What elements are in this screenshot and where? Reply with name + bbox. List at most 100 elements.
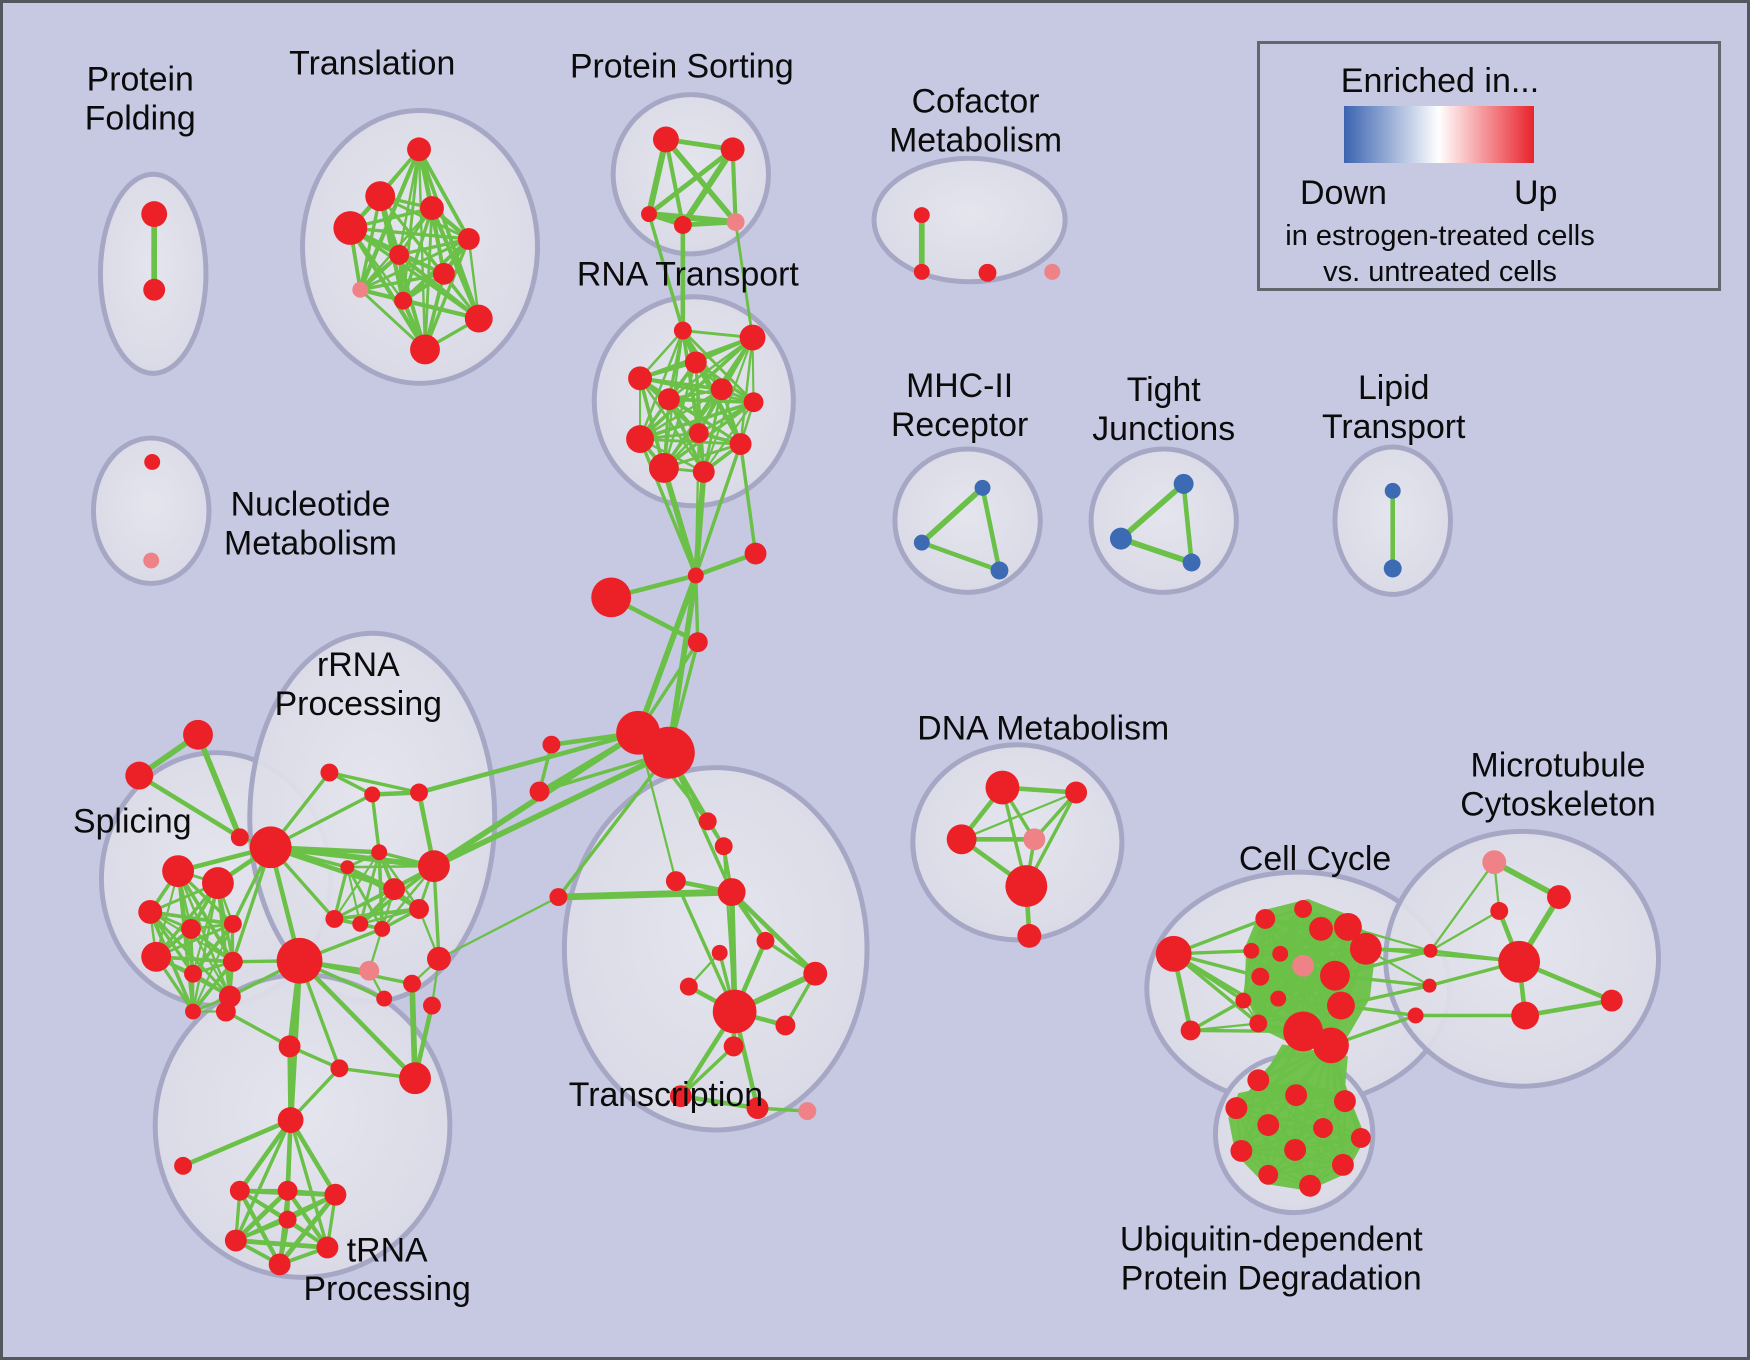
edge-hubA-hubD1	[635, 572, 699, 736]
node-rr9	[325, 909, 344, 928]
edge-m2-m3	[919, 540, 1002, 573]
edge-tr4-tr13	[729, 889, 818, 976]
node-cf2	[913, 263, 930, 280]
node-rr13	[403, 974, 422, 993]
node-cc8	[1320, 960, 1350, 991]
node-nodeC	[687, 632, 708, 653]
cluster-ellipse-tight-junctions	[1088, 446, 1239, 595]
edge-rt10-hubA	[694, 442, 743, 578]
cluster-label-rna-transport: RNA Transport	[577, 256, 799, 294]
cluster-ellipse-nucleotide-metabolism	[90, 435, 212, 586]
edge-sg1-sg3	[195, 731, 243, 841]
edge-rt8-hubA	[694, 431, 700, 577]
node-t5	[457, 228, 480, 250]
node-t2	[365, 181, 396, 212]
cluster-label-nucleotide-metabolism-line1: Nucleotide	[231, 486, 391, 524]
node-cf3	[978, 263, 997, 282]
edge-ccH2-ub4	[1234, 1043, 1333, 1110]
node-hubA	[687, 567, 704, 584]
node-sp4	[181, 918, 201, 939]
edge-ccL-ccH1	[1171, 952, 1305, 1034]
node-cc12	[1326, 991, 1355, 1020]
edge-cc2-cc5	[1250, 907, 1305, 952]
edge-rr5-rr7	[345, 865, 421, 911]
node-nm1	[144, 454, 161, 470]
cluster-label-lipid-transport-line1: Lipid	[1358, 369, 1429, 407]
node-tj2	[1109, 527, 1132, 550]
cluster-label-tight-junctions-line2: Junctions	[1092, 410, 1235, 448]
node-tr3	[665, 871, 686, 892]
edge-cc9-cc13	[1256, 947, 1368, 1025]
node-tr12	[798, 1102, 817, 1121]
node-sg3	[230, 828, 249, 847]
edge-trE-tr4	[554, 888, 736, 901]
edge-ps1-ps5	[663, 136, 739, 225]
node-cf1	[913, 207, 930, 224]
edge-mtP-mt1	[1491, 859, 1562, 900]
edge-ub5-ub10	[1267, 1124, 1344, 1166]
node-rr2	[364, 786, 381, 803]
edge-sp1-sp10	[176, 869, 195, 1014]
cluster-label-ubiquitin-degradation-line2: Protein Degradation	[1121, 1259, 1422, 1297]
cluster-label-microtubule-cytoskeleton-line1: Microtubule	[1471, 747, 1646, 785]
edge-rt6-rt9	[638, 388, 723, 441]
node-hb2	[276, 937, 323, 984]
edge-ccH2-ub9	[1293, 1043, 1333, 1152]
node-tn4	[399, 1062, 431, 1095]
edge-tr3-trH	[674, 879, 737, 1014]
node-m3	[990, 561, 1009, 580]
edge-tn1-tn2	[224, 1009, 292, 1049]
edge-sp2-sp10	[191, 881, 220, 1013]
node-mtB	[1498, 940, 1541, 983]
node-ps5	[726, 213, 745, 231]
node-tn10	[268, 1253, 291, 1276]
edge-hb2-tn4	[297, 958, 418, 1081]
node-ub5	[1257, 1114, 1280, 1136]
node-ub11	[1258, 1164, 1279, 1185]
node-tr4	[717, 878, 746, 906]
node-t10	[464, 304, 493, 333]
edge-rr7-rr10	[359, 907, 421, 926]
edge-rt7-rt12	[702, 401, 755, 473]
edge-rt9-hubA	[638, 437, 698, 578]
node-sp2	[201, 867, 234, 900]
edge-ps2-ps5	[730, 147, 738, 225]
node-rr8	[418, 850, 450, 883]
node-tnH	[277, 1107, 304, 1133]
cluster-ellipse-cofactor-metabolism	[871, 155, 1068, 285]
edge-ccL-cc13	[1171, 952, 1261, 1026]
node-rr6	[383, 878, 406, 901]
node-rr7	[409, 899, 429, 919]
cluster-label-trna-processing-line1: tRNA	[347, 1231, 428, 1269]
node-rt7	[743, 392, 764, 413]
node-mtP	[1482, 850, 1507, 875]
cluster-label-mhc-ii-receptor-line2: Receptor	[891, 406, 1028, 444]
edge-rt4-rt7	[638, 377, 755, 404]
edge-tnH-tn11	[288, 1118, 330, 1250]
node-tr13	[803, 961, 828, 986]
node-rr16	[376, 990, 393, 1007]
node-rr3	[410, 783, 428, 802]
node-trE	[549, 888, 568, 906]
edge-ub10-ub11	[1267, 1163, 1344, 1176]
edge-tr9-tr10	[679, 1044, 736, 1098]
edge-tj1-tj2	[1118, 481, 1187, 542]
node-rt1	[673, 321, 692, 340]
cluster-label-nucleotide-metabolism-line2: Metabolism	[224, 525, 397, 563]
node-dm3	[1023, 828, 1046, 851]
legend-title: Enriched in...	[1340, 62, 1540, 100]
edge-tnH-tn8	[288, 1117, 338, 1198]
edge-ps2-ps3	[646, 146, 736, 217]
edge-dm2-dm5	[960, 791, 1078, 841]
node-rt11	[649, 453, 679, 483]
edge-t4-t11	[348, 225, 428, 352]
node-cc6	[1272, 945, 1289, 962]
edge-ccBL-cc10	[1188, 998, 1246, 1033]
node-t3	[420, 196, 444, 221]
legend-box: Enriched in... Down Up in estrogen-treat…	[1257, 41, 1721, 291]
edge-sp3-sp10	[148, 910, 195, 1014]
node-sp3	[138, 900, 163, 924]
node-tr9	[723, 1036, 744, 1057]
edge-tj1-tj3	[1181, 481, 1194, 565]
node-tj1	[1173, 473, 1194, 494]
